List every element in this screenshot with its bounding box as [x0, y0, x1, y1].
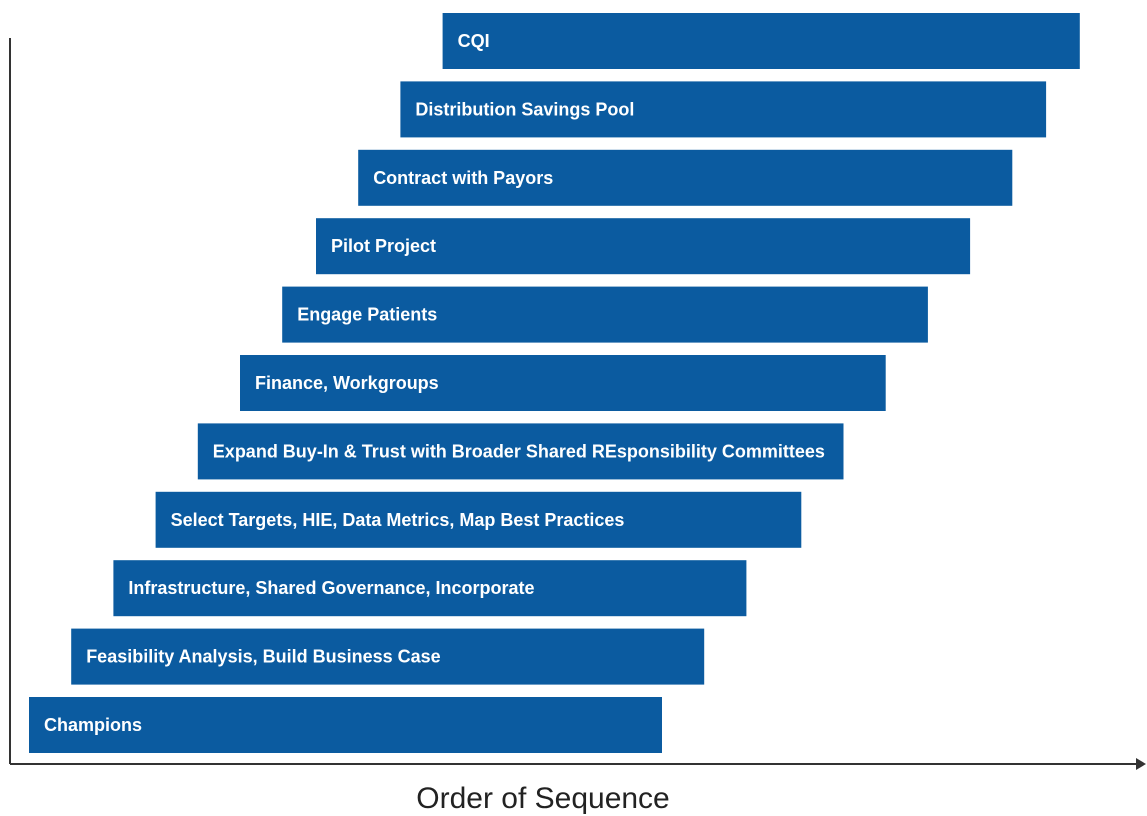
- bar-5: [197, 423, 844, 480]
- bar-label-9: Contract with Payors: [373, 168, 553, 188]
- bar-label-6: Finance, Workgroups: [255, 373, 439, 393]
- bar-2: [71, 628, 705, 685]
- bar-6: [240, 355, 886, 411]
- bar-label-5: Expand Buy-In & Trust with Broader Share…: [213, 441, 825, 461]
- bar-label-3: Infrastructure, Shared Governance, Incor…: [128, 578, 534, 598]
- bar-11: [442, 13, 1080, 69]
- bar-10: [400, 81, 1047, 138]
- bar-9: [358, 149, 1013, 206]
- bar-label-7: Engage Patients: [297, 305, 437, 325]
- bars-layer: Champions Feasibility Analysis, Build Bus…: [29, 13, 1080, 753]
- bar-label-4: Select Targets, HIE, Data Metrics, Map B…: [171, 510, 625, 530]
- bar-7: [282, 286, 928, 343]
- bar-label-2: Feasibility Analysis, Build Business Cas…: [86, 647, 440, 667]
- bar-label-10: Distribution Savings Pool: [415, 99, 634, 119]
- bar-label-1: Champions: [44, 715, 142, 735]
- bar-3: [113, 560, 747, 617]
- bar-8: [316, 218, 971, 275]
- bar-label-8: Pilot Project: [331, 236, 436, 256]
- bar-4: [155, 491, 802, 548]
- x-axis-arrowhead: [1136, 758, 1146, 770]
- x-axis-label: Order of Sequence: [416, 782, 670, 815]
- bar-1: [29, 697, 662, 753]
- bar-label-11: CQI: [458, 31, 490, 51]
